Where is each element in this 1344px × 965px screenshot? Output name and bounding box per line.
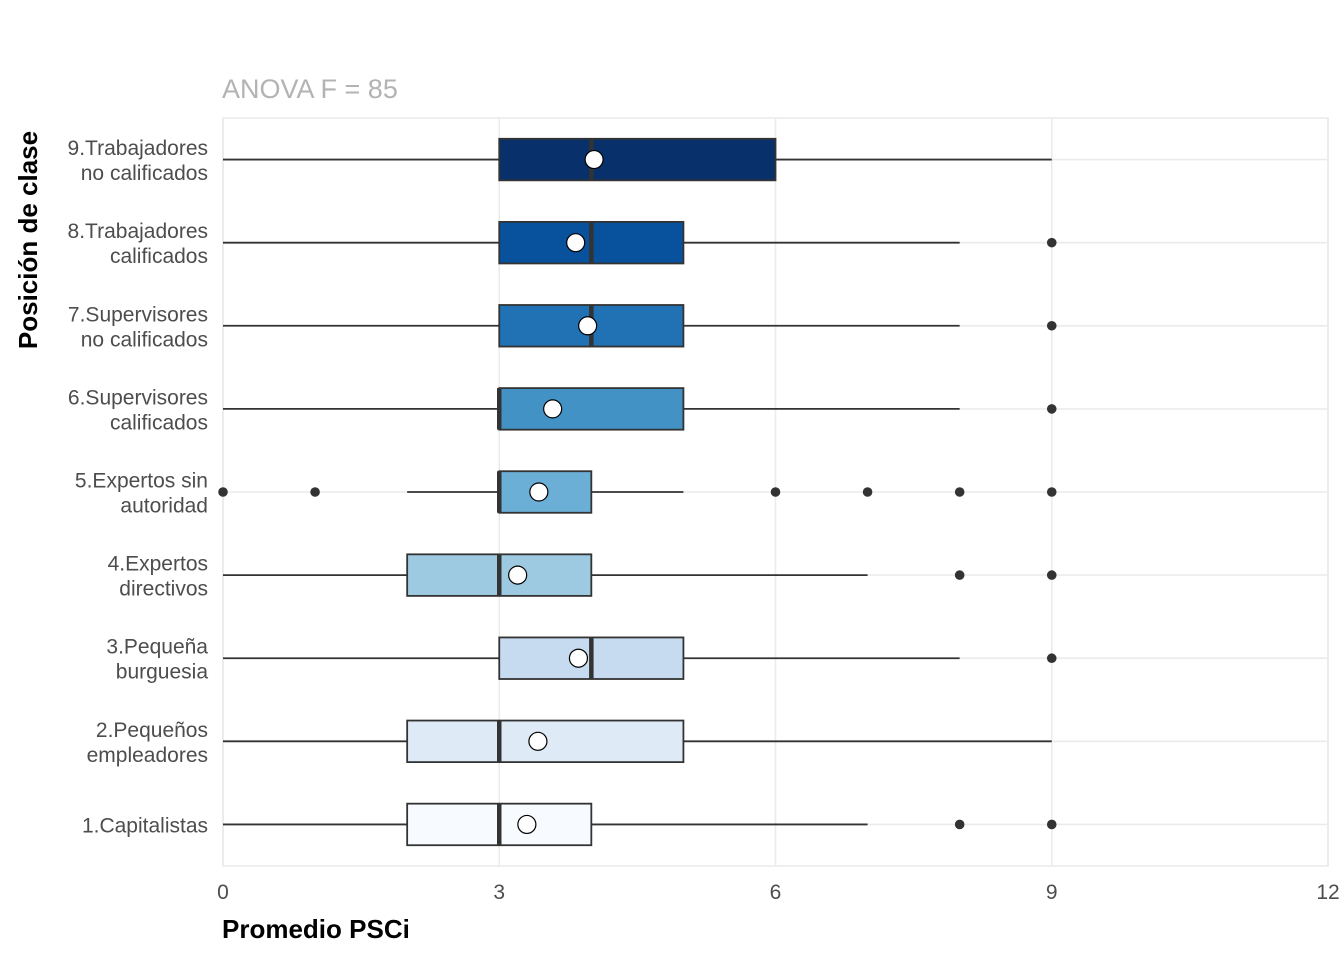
outlier-point <box>770 487 781 497</box>
box-group <box>223 553 1057 597</box>
mean-point <box>528 731 548 751</box>
box-group <box>223 719 1052 764</box>
box-group <box>223 220 1057 265</box>
box-group <box>218 470 1057 514</box>
y-tick-label: 5.Expertos sin autoridad <box>75 470 208 518</box>
outlier-point <box>862 487 873 497</box>
outlier-point <box>1046 653 1057 664</box>
y-tick-label: 4.Expertos directivos <box>108 553 208 601</box>
outlier-point <box>1046 404 1057 414</box>
y-tick-label: 1.Capitalistas <box>82 814 208 837</box>
x-tick-label: 12 <box>1316 881 1339 904</box>
mean-point <box>584 149 604 170</box>
outlier-point <box>954 819 965 830</box>
outlier-point <box>954 487 965 497</box>
y-tick-label: 7.Supervisores no calificados <box>68 303 208 351</box>
y-tick-label: 3.Pequeña burguesia <box>106 636 208 684</box>
mean-point <box>578 316 598 336</box>
mean-point <box>543 399 563 419</box>
boxes <box>218 137 1057 847</box>
outlier-point <box>310 487 320 497</box>
box-group <box>223 304 1057 348</box>
box-group <box>223 387 1057 431</box>
outlier-point <box>218 487 228 497</box>
outlier-point <box>1046 237 1057 248</box>
box <box>498 137 777 182</box>
outlier-point <box>1046 487 1057 497</box>
outlier-point <box>1046 819 1057 830</box>
mean-point <box>568 648 589 668</box>
chart-subtitle: ANOVA F = 85 <box>222 74 398 104</box>
box-group <box>223 636 1057 680</box>
axes: 0 3 6 9 12 1.Capitalistas 2.Pequeños empleadore… <box>68 137 1340 904</box>
mean-point <box>566 233 586 253</box>
outlier-point <box>1046 320 1057 331</box>
x-axis-title: Promedio PSCi <box>222 914 410 944</box>
mean-point <box>517 814 537 835</box>
y-tick-label: 6.Supervisores calificados <box>68 386 208 434</box>
mean-point <box>529 482 549 502</box>
y-tick-label: 2.Pequeños empleadores <box>87 719 208 767</box>
x-tick-label: 0 <box>217 881 229 904</box>
box-group <box>223 802 1057 847</box>
mean-point <box>508 565 528 585</box>
outlier-point <box>954 570 965 580</box>
x-tick-label: 9 <box>1046 881 1058 904</box>
x-tick-label: 3 <box>493 881 505 904</box>
y-tick-label: 8.Trabajadores calificados <box>68 220 208 268</box>
y-axis-title: Posición de clase <box>13 131 43 349</box>
box <box>498 387 685 431</box>
box-group <box>223 137 1052 182</box>
y-tick-label: 9.Trabajadores no calificados <box>68 137 208 185</box>
outlier-point <box>1046 570 1057 580</box>
x-tick-label: 6 <box>770 881 782 904</box>
